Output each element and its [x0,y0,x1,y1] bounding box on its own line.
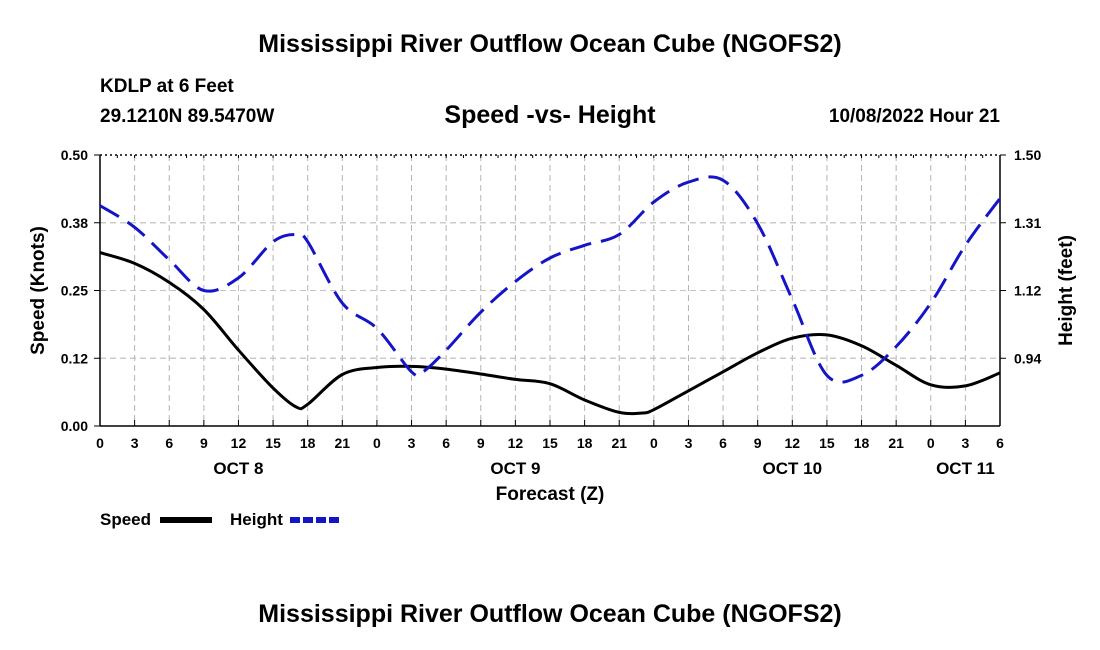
x-tick-label: 6 [442,435,450,451]
x-date-label: OCT 9 [490,459,540,478]
x-tick-label: 12 [508,435,524,451]
y-axis-title: Speed (Knots) [28,226,49,355]
y2-tick-label: 1.50 [1014,147,1041,163]
x-tick-label: 12 [231,435,247,451]
series-line-height [99,175,1002,384]
x-date-label: OCT 10 [763,459,823,478]
x-tick-label: 18 [300,435,316,451]
legend-label-speed: Speed [100,510,151,529]
x-tick-label: 0 [927,435,935,451]
x-tick-label: 9 [754,435,762,451]
x-tick-label: 9 [477,435,485,451]
x-date-label: OCT 8 [213,459,263,478]
x-tick-label: 18 [577,435,593,451]
x-tick-label: 12 [785,435,801,451]
y-tick-label: 0.50 [61,147,88,163]
station-coordinates: 29.1210N 89.5470W [100,106,275,127]
x-tick-label: 3 [131,435,139,451]
x-tick-label: 15 [542,435,558,451]
x-tick-label: 18 [854,435,870,451]
chart-subtitle: Speed -vs- Height [444,101,656,129]
y2-tick-label: 1.12 [1014,283,1041,299]
x-tick-label: 3 [961,435,969,451]
next-chart-title: Mississippi River Outflow Ocean Cube (NG… [258,600,842,628]
y-tick-label: 0.25 [61,283,88,299]
x-tick-label: 21 [888,435,904,451]
x-tick-label: 3 [685,435,693,451]
y-tick-label: 0.00 [61,418,88,434]
x-tick-label: 0 [650,435,658,451]
y2-tick-label: 0.94 [1014,350,1041,366]
x-tick-label: 9 [200,435,208,451]
x-tick-label: 6 [165,435,173,451]
y2-tick-label: 1.31 [1014,215,1041,231]
x-date-label: OCT 11 [936,459,995,478]
forecast-timestamp: 10/08/2022 Hour 21 [828,106,1000,127]
x-axis-title: Forecast (Z) [496,484,605,505]
x-tick-label: 6 [996,435,1004,451]
x-tick-label: 21 [335,435,351,451]
y-tick-label: 0.38 [61,215,88,231]
y-tick-label: 0.12 [61,350,88,366]
x-tick-label: 15 [265,435,281,451]
legend-label-height: Height [230,510,283,529]
x-tick-label: 21 [611,435,627,451]
x-tick-label: 0 [373,435,381,451]
chart-main-title: Mississippi River Outflow Ocean Cube (NG… [258,30,842,58]
x-tick-label: 3 [408,435,416,451]
series-line-speed [99,251,1001,416]
y2-axis-title: Height (feet) [1056,235,1077,346]
x-tick-label: 15 [819,435,835,451]
station-label: KDLP at 6 Feet [100,76,234,97]
x-tick-label: 0 [96,435,104,451]
x-tick-label: 6 [719,435,727,451]
